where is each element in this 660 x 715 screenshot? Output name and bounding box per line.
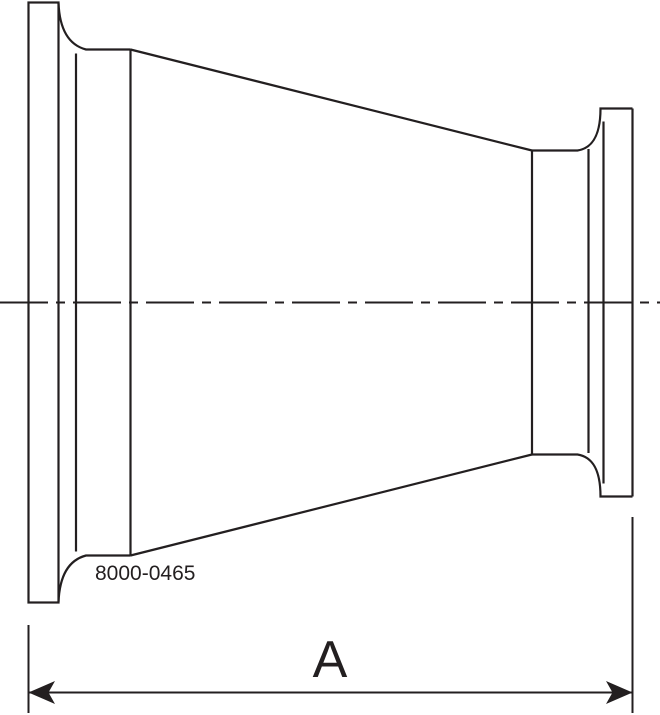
reducer-cone-group (130, 48, 533, 557)
dimension-a-group: A (27, 517, 634, 713)
small-ferrule-top-outline (532, 107, 633, 152)
large-ferrule-bottom-transition-curve (57, 554, 131, 603)
large-ferrule-top-transition-curve (57, 2, 131, 51)
cone-bottom-taper-line (130, 453, 533, 557)
left-arrowhead-icon (28, 681, 55, 704)
dimension-a-label: A (313, 631, 348, 689)
cone-top-taper-line (130, 48, 533, 152)
right-arrowhead-icon (606, 681, 633, 704)
small-ferrule-bottom-outline (532, 453, 633, 498)
part-number-label: 8000-0465 (95, 562, 195, 585)
